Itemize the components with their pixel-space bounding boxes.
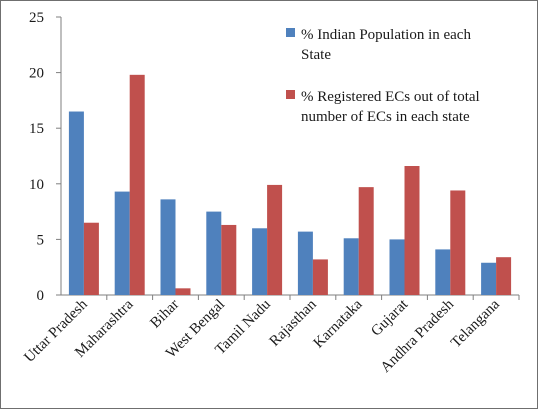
y-tick-label: 0 [37, 288, 45, 304]
category-label: Gujarat [368, 296, 412, 340]
bar-population [435, 249, 451, 295]
bar-registered-ecs [358, 187, 374, 295]
bar-population [343, 238, 359, 295]
bar-registered-ecs [267, 184, 283, 295]
y-tick-label: 25 [29, 10, 44, 26]
legend-swatch [286, 90, 295, 99]
bar-registered-ecs [404, 166, 420, 295]
bar-population [297, 231, 313, 295]
y-ticks: 0 5 10 15 20 25 [29, 10, 61, 304]
legend-label: State [301, 47, 331, 63]
bar-registered-ecs [221, 224, 237, 295]
category-label: Bihar [147, 297, 182, 332]
category-label: Karnataka [311, 296, 366, 351]
bar-population [252, 228, 268, 295]
bar-population [68, 111, 84, 296]
bar-registered-ecs [83, 222, 99, 295]
bar-population [481, 262, 497, 295]
bars [68, 74, 520, 300]
bar-registered-ecs [450, 190, 466, 295]
legend-swatch [286, 28, 295, 37]
legend-label: % Indian Population in each [301, 27, 471, 43]
y-tick-label: 15 [29, 121, 44, 137]
y-tick-label: 20 [29, 66, 44, 82]
bar-population [389, 239, 405, 295]
bar-registered-ecs [175, 288, 191, 295]
category-label: Telangana [448, 296, 503, 351]
y-tick-label: 5 [37, 232, 45, 248]
bar-population [114, 191, 130, 295]
y-tick-label: 10 [29, 177, 44, 193]
bar-registered-ecs [496, 257, 512, 295]
bar-registered-ecs [312, 259, 328, 295]
bar-registered-ecs [129, 74, 145, 295]
legend-label: number of ECs in each state [301, 109, 470, 125]
legend-label: % Registered ECs out of total [301, 89, 480, 105]
bar-population [206, 211, 222, 295]
legend: % Indian Population in each State % Regist… [286, 27, 480, 125]
bar-population [160, 199, 176, 295]
